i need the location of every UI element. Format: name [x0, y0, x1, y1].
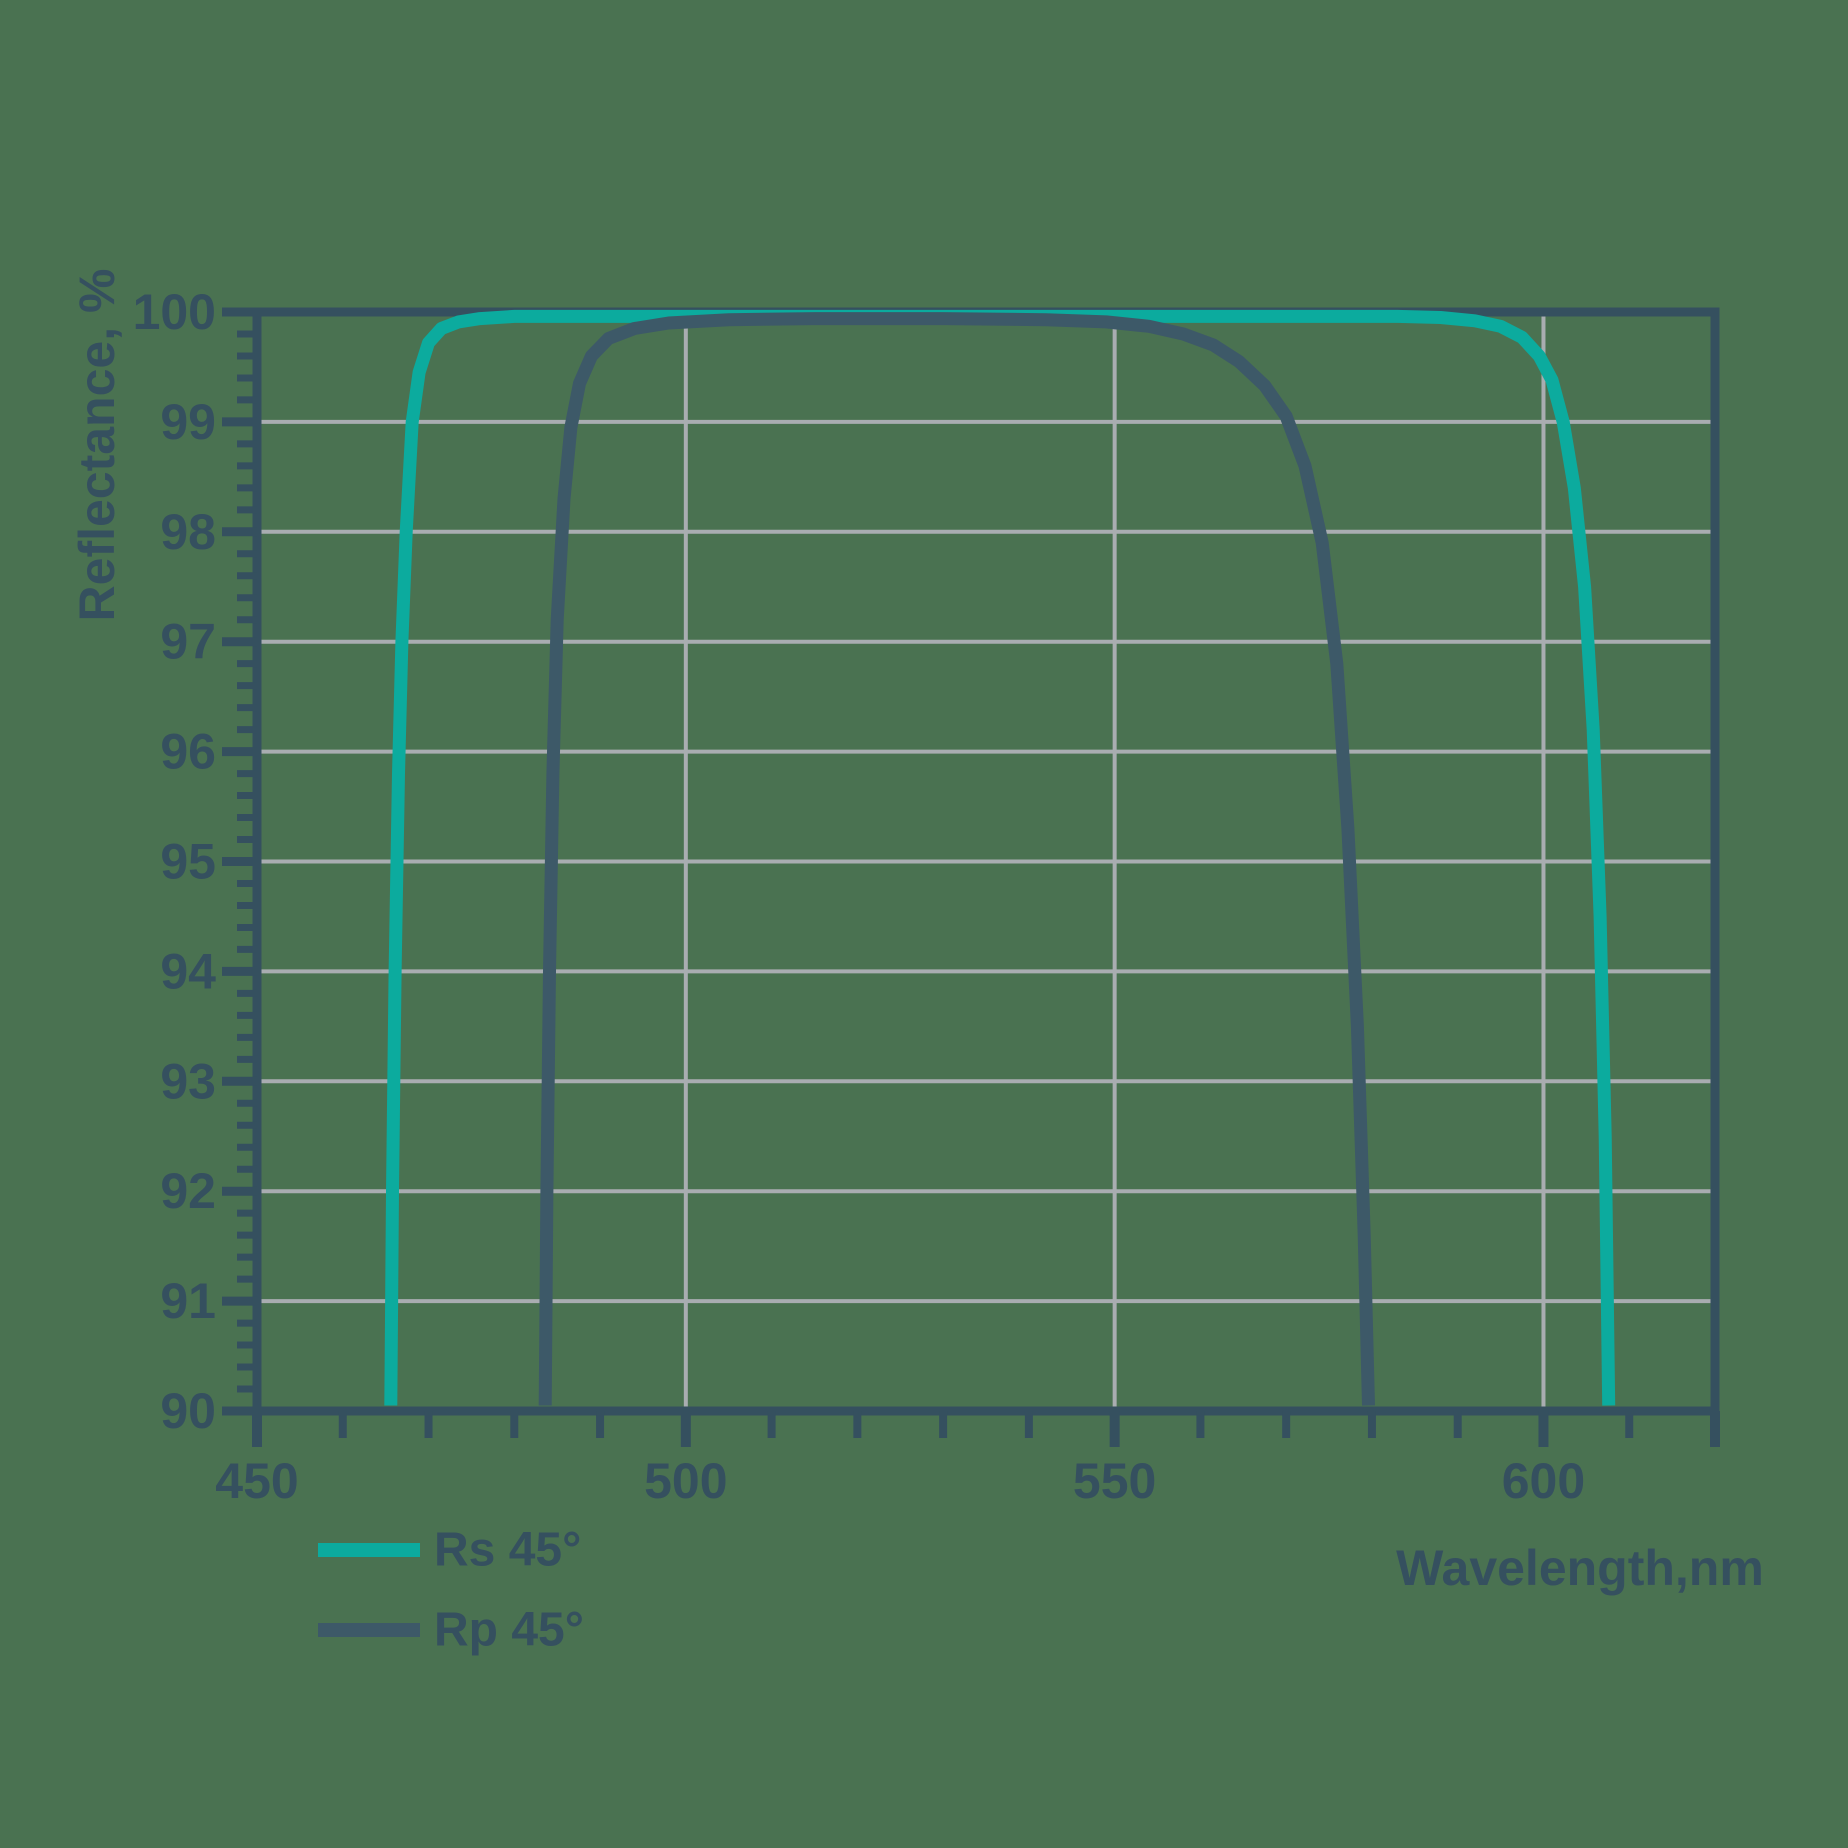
x-axis-title: Wavelength,nm: [1396, 1540, 1764, 1596]
x-tick-label-500: 500: [644, 1453, 727, 1509]
x-tick-label-550: 550: [1073, 1453, 1156, 1509]
y-tick-label-92: 92: [160, 1163, 216, 1219]
y-tick-label-99: 99: [160, 394, 216, 450]
legend-label-rp: Rp 45°: [434, 1604, 584, 1657]
y-tick-label-95: 95: [160, 834, 216, 890]
legend: Rs 45° Rp 45°: [318, 1524, 584, 1657]
vertical-gridlines: [683, 312, 1546, 1411]
curve-rp-45: [538, 312, 1375, 1406]
y-tick-label-91: 91: [160, 1273, 216, 1329]
legend-swatch-rs: [318, 1543, 420, 1557]
legend-label-rs: Rs 45°: [434, 1524, 581, 1577]
y-tick-label-97: 97: [160, 614, 216, 670]
y-axis-title: Reflectance, %: [69, 269, 125, 622]
x-tick-label-450: 450: [215, 1453, 298, 1509]
y-axis-ticks: [222, 307, 257, 1416]
x-axis-ticks: [252, 1411, 1720, 1447]
y-tick-label-90: 90: [160, 1383, 216, 1439]
y-tick-labels: 100 99 98 97 96 95 94 93 92 91 90: [133, 284, 217, 1439]
legend-swatch-rp: [318, 1623, 420, 1637]
horizontal-gridlines: [257, 419, 1715, 1304]
y-tick-label-96: 96: [160, 724, 216, 780]
y-tick-label-94: 94: [160, 943, 216, 999]
y-tick-label-93: 93: [160, 1053, 216, 1109]
y-tick-label-100: 100: [133, 284, 216, 340]
x-tick-label-600: 600: [1502, 1453, 1585, 1509]
y-tick-label-98: 98: [160, 504, 216, 560]
x-tick-labels: 450 500 550 600: [215, 1453, 1585, 1509]
